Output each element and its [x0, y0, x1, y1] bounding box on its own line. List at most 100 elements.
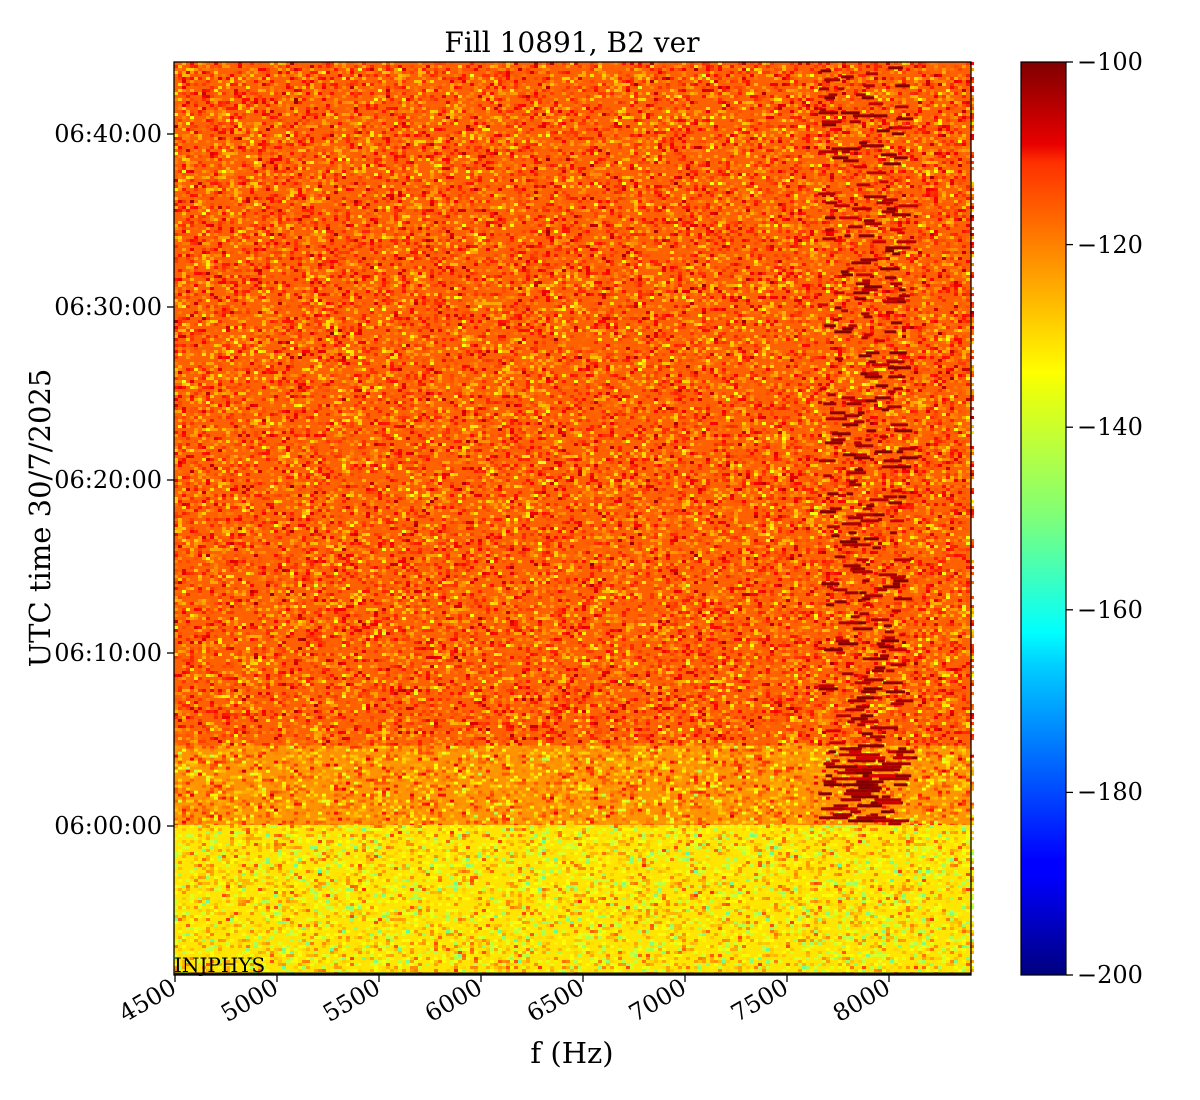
heatmap-cell — [354, 825, 358, 828]
heatmap-cell — [838, 906, 842, 909]
heatmap-cell — [950, 849, 954, 852]
heatmap-cell — [726, 864, 730, 867]
heatmap-cell — [514, 858, 518, 861]
heatmap-cell — [386, 891, 390, 894]
heatmap-cell — [386, 918, 390, 921]
heatmap-cell — [354, 864, 358, 867]
heatmap-cell — [758, 861, 762, 864]
heatmap-cell — [886, 894, 890, 897]
heatmap-cell — [594, 858, 598, 861]
heatmap-cell — [850, 882, 854, 885]
heatmap-cell — [450, 909, 454, 912]
heatmap-cell — [914, 867, 918, 870]
heatmap-cell — [322, 843, 326, 846]
heatmap-cell — [914, 831, 918, 834]
heatmap-cell — [762, 834, 766, 837]
heatmap-cell — [398, 888, 402, 891]
heatmap-cell — [678, 909, 682, 912]
heatmap-cell — [650, 915, 654, 918]
heatmap-cell — [742, 849, 746, 852]
heatmap-cell — [190, 861, 194, 864]
heatmap-cell — [830, 837, 834, 840]
heatmap-cell — [618, 888, 622, 891]
heatmap-cell — [962, 843, 966, 846]
heatmap-cell — [710, 888, 714, 891]
heatmap-cell — [746, 915, 750, 918]
heatmap-cell — [346, 897, 350, 900]
heatmap-cell — [242, 897, 246, 900]
heatmap-cell — [646, 909, 650, 912]
heatmap-cell — [854, 918, 858, 921]
heatmap-cell — [806, 909, 810, 912]
heatmap-cell — [426, 852, 430, 855]
heatmap-cell — [778, 864, 782, 867]
heatmap-cell — [682, 888, 686, 891]
heatmap-cell — [382, 861, 386, 864]
heatmap-cell — [766, 825, 770, 828]
heatmap-cell — [274, 909, 278, 912]
heatmap-cell — [774, 855, 778, 858]
heatmap-cell — [454, 891, 458, 894]
heatmap-cell — [282, 852, 286, 855]
heatmap-cell — [402, 834, 406, 837]
heatmap-cell — [238, 912, 242, 915]
heatmap-cell — [958, 882, 962, 885]
heatmap-cell — [934, 894, 938, 897]
heatmap-cell — [806, 834, 810, 837]
heatmap-cell — [730, 894, 734, 897]
heatmap-cell — [938, 906, 942, 909]
heatmap-cell — [354, 915, 358, 918]
heatmap-cell — [926, 915, 930, 918]
heatmap-cell — [614, 888, 618, 891]
heatmap-cell — [530, 831, 534, 834]
heatmap-cell — [698, 894, 702, 897]
heatmap-cell — [634, 900, 638, 903]
heatmap-cell — [758, 831, 762, 834]
heatmap-cell — [422, 825, 426, 828]
heatmap-cell — [690, 909, 694, 912]
heatmap-cell — [726, 837, 730, 840]
heatmap-cell — [554, 876, 558, 879]
heatmap-cell — [926, 864, 930, 867]
heatmap-cell — [874, 885, 878, 888]
heatmap-cell — [418, 900, 422, 903]
heatmap-cell — [834, 831, 838, 834]
heatmap-cell — [194, 894, 198, 897]
heatmap-cell — [686, 873, 690, 876]
heatmap-cell — [686, 840, 690, 843]
heatmap-cell — [454, 870, 458, 873]
heatmap-cell — [618, 843, 622, 846]
heatmap-cell — [246, 828, 250, 831]
heatmap-cell — [594, 906, 598, 909]
heatmap-cell — [686, 870, 690, 873]
heatmap-cell — [502, 873, 506, 876]
heatmap-cell — [966, 879, 970, 882]
heatmap-cell — [394, 876, 398, 879]
heatmap-cell — [450, 825, 454, 828]
heatmap-cell — [434, 909, 438, 912]
heatmap-cell — [830, 915, 834, 918]
heatmap-cell — [626, 846, 630, 849]
heatmap-cell — [462, 897, 466, 900]
heatmap-cell — [614, 843, 618, 846]
heatmap-cell — [574, 903, 578, 906]
heatmap-cell — [354, 849, 358, 852]
heatmap-cell — [306, 828, 310, 831]
heatmap-cell — [954, 840, 958, 843]
heatmap-cell — [718, 834, 722, 837]
heatmap-cell — [862, 870, 866, 873]
heatmap-cell — [510, 870, 514, 873]
heatmap-cell — [878, 897, 882, 900]
heatmap-cell — [938, 915, 942, 918]
heatmap-cell — [870, 903, 874, 906]
heatmap-cell — [882, 828, 886, 831]
heatmap-cell — [726, 852, 730, 855]
heatmap-cell — [902, 897, 906, 900]
heatmap-cell — [546, 903, 550, 906]
heatmap-cell — [730, 867, 734, 870]
heatmap-cell — [598, 912, 602, 915]
heatmap-cell — [798, 840, 802, 843]
heatmap-cell — [298, 834, 302, 837]
heatmap-cell — [746, 837, 750, 840]
heatmap-cell — [306, 882, 310, 885]
